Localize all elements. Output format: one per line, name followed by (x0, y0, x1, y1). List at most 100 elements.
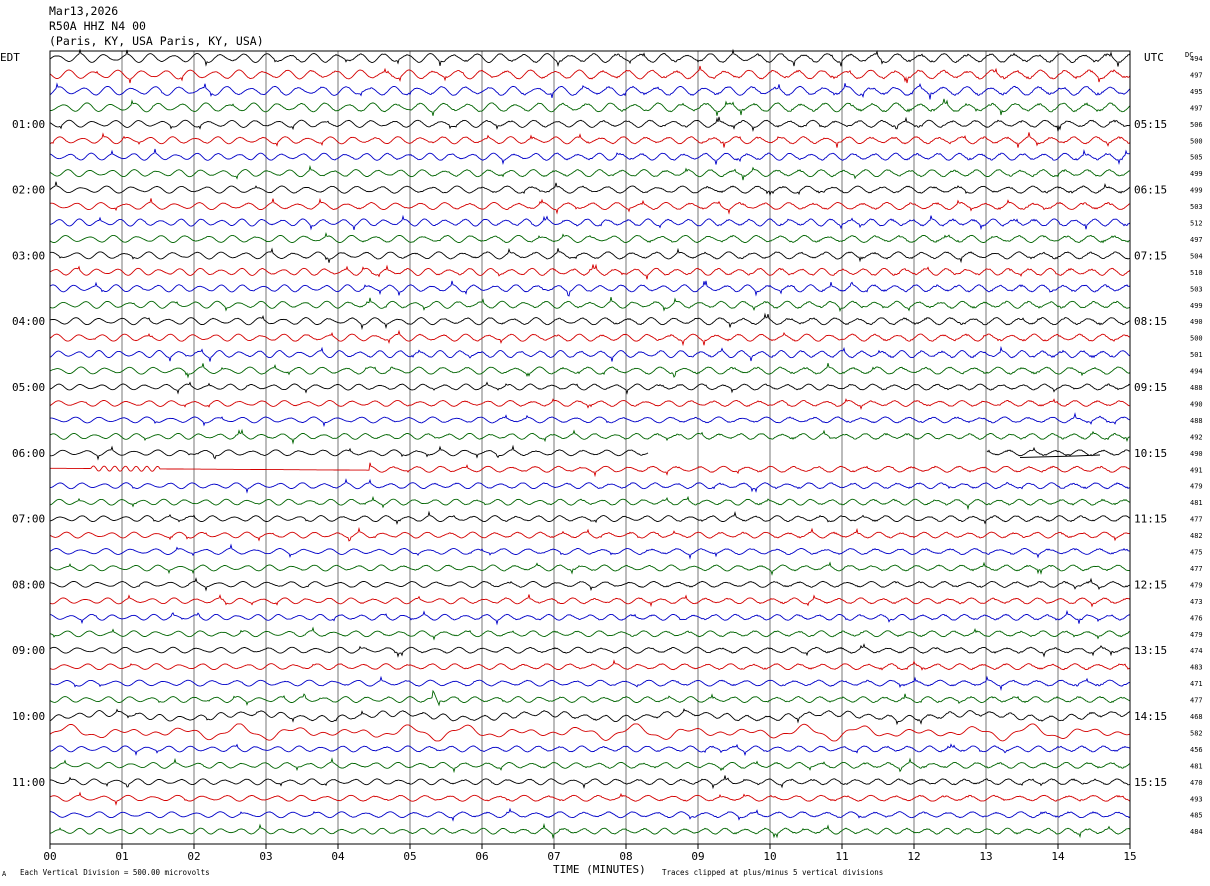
dc-value: 494 (1190, 368, 1203, 376)
utc-time-label: 08:15 (1134, 315, 1167, 328)
x-tick-label: 00 (43, 850, 56, 863)
x-tick-label: 13 (979, 850, 992, 863)
x-tick-label: 10 (763, 850, 776, 863)
logo-mark: A (2, 870, 7, 878)
dc-value: 484 (1190, 828, 1203, 836)
trace-line (49, 478, 1131, 494)
minute-grid (121, 51, 1059, 844)
dc-value: 510 (1190, 269, 1203, 277)
trace-line (49, 398, 1131, 410)
edt-time-label: 11:00 (12, 776, 45, 789)
trace-line (49, 743, 1131, 757)
dc-value: 490 (1190, 450, 1203, 458)
edt-time-label: 03:00 (12, 249, 45, 262)
dc-value: 481 (1190, 762, 1203, 770)
x-tick-label: 01 (115, 850, 128, 863)
trace-line (49, 345, 1131, 362)
trace-line (49, 708, 1131, 726)
trace-line (49, 757, 1131, 774)
dc-value: 500 (1190, 137, 1203, 145)
trace-line (49, 48, 1131, 67)
dc-value: 483 (1190, 664, 1203, 672)
trace-line (49, 526, 1131, 542)
dc-value: 499 (1190, 170, 1203, 178)
dc-value: 499 (1190, 187, 1203, 195)
edt-time-label: 04:00 (12, 315, 45, 328)
trace-line (49, 148, 1131, 166)
dc-value: 456 (1190, 746, 1203, 754)
dc-value: 504 (1190, 252, 1203, 260)
dc-value: 481 (1190, 499, 1203, 507)
dc-value: 582 (1190, 729, 1203, 737)
dc-value: 497 (1190, 71, 1203, 79)
dc-value: 477 (1190, 516, 1203, 524)
dc-value: 474 (1190, 647, 1203, 655)
trace-line (49, 164, 1131, 181)
dc-value: 500 (1190, 335, 1203, 343)
trace-line (49, 775, 1131, 790)
utc-time-label: 05:15 (1134, 118, 1167, 131)
trace-line (49, 577, 1131, 592)
trace-line (49, 197, 1131, 215)
trace-line (49, 116, 1131, 132)
trace-line (49, 296, 1131, 313)
trace-line (49, 561, 1131, 576)
dc-value: 485 (1190, 812, 1203, 820)
trace-line (49, 362, 1131, 379)
dc-value: 492 (1190, 433, 1203, 441)
x-tick-label: 05 (403, 850, 416, 863)
trace-line (49, 543, 1131, 560)
trace-line (49, 659, 1131, 671)
trace-line (50, 807, 1131, 822)
dc-value: 473 (1190, 598, 1203, 606)
x-tick-label: 08 (619, 850, 632, 863)
x-tick-label: 02 (187, 850, 200, 863)
trace-line (49, 65, 1131, 84)
dc-value: 501 (1190, 351, 1203, 359)
trace-line (49, 232, 1131, 244)
edt-time-label: 05:00 (12, 381, 45, 394)
dc-value: 475 (1190, 549, 1203, 557)
edt-time-label: 01:00 (12, 118, 45, 131)
trace-line (50, 462, 1131, 478)
utc-time-label: 15:15 (1134, 776, 1167, 789)
trace-line (49, 689, 1131, 707)
dc-value: 499 (1190, 302, 1203, 310)
scale-note: Each Vertical Division = 500.00 microvol… (20, 868, 210, 877)
edt-time-label: 02:00 (12, 184, 45, 197)
dc-value: 477 (1190, 697, 1203, 705)
trace-line (50, 98, 1131, 116)
edt-time-label: 06:00 (12, 447, 45, 460)
utc-time-label: 12:15 (1134, 578, 1167, 591)
x-axis-title: TIME (MINUTES) (553, 863, 646, 876)
dc-value: 493 (1190, 795, 1203, 803)
trace-line (49, 214, 1131, 231)
x-tick-label: 06 (475, 850, 488, 863)
trace-line (49, 444, 1131, 461)
dc-value: 505 (1190, 154, 1203, 162)
dc-value: 490 (1190, 318, 1203, 326)
trace-line (49, 329, 1131, 347)
dc-value: 497 (1190, 236, 1203, 244)
trace-line (49, 82, 1131, 100)
x-tick-label: 04 (331, 850, 345, 863)
trace-line (49, 381, 1131, 395)
trace-line (49, 280, 1131, 297)
dc-value: 503 (1190, 285, 1203, 293)
dc-value: 468 (1190, 713, 1203, 721)
dc-value: 488 (1190, 417, 1203, 425)
utc-time-label: 06:15 (1134, 184, 1167, 197)
seismic-traces (49, 48, 1131, 840)
dc-value: 477 (1190, 565, 1203, 573)
x-tick-label: 11 (835, 850, 848, 863)
utc-time-label: 14:15 (1134, 710, 1167, 723)
utc-time-label: 11:15 (1134, 513, 1167, 526)
dc-value: 479 (1190, 483, 1203, 491)
plot-date: Mar13,2026 (49, 4, 119, 18)
dc-value: 488 (1190, 384, 1203, 392)
x-tick-label: 15 (1123, 850, 1136, 863)
trace-line (49, 428, 1131, 445)
dc-value: 479 (1190, 631, 1203, 639)
trace-line (49, 791, 1131, 806)
